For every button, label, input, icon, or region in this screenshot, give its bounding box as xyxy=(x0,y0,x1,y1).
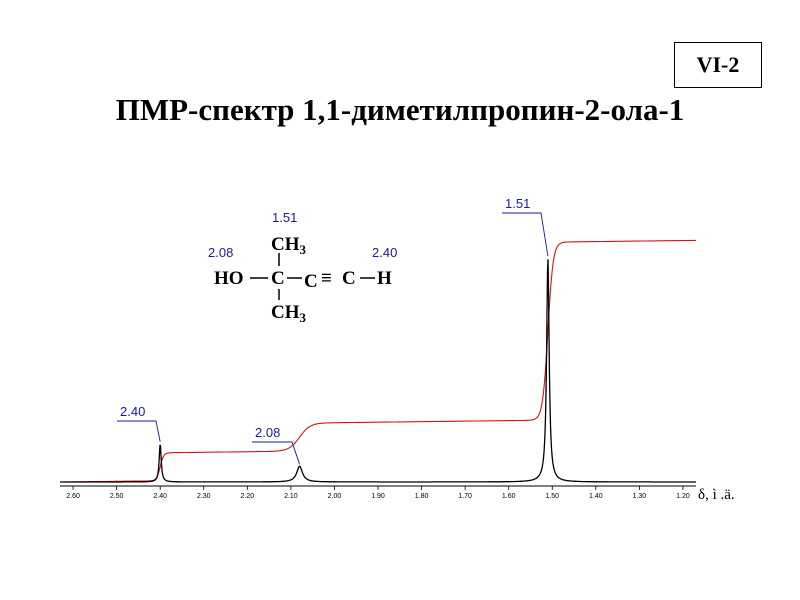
x-tick-label: 2.40 xyxy=(153,493,167,500)
peak-label: 2.40 xyxy=(120,404,145,419)
x-tick-label: 1.60 xyxy=(502,493,516,500)
peak-label: 2.08 xyxy=(255,425,280,440)
alkyne-carbon-2: C xyxy=(342,268,356,289)
x-tick-label: 1.80 xyxy=(415,493,429,500)
x-axis-ticks: 2.60 2.50 2.40 2.30 2.20 2.10 2.00 1.90 1.80 1.70… xyxy=(66,486,690,500)
x-tick-label: 1.20 xyxy=(676,493,690,500)
x-tick-label: 2.60 xyxy=(66,493,80,500)
molecule-structure: 1.51 2.08 2.40 CH3 HO C C ≡ C H CH3 xyxy=(208,210,397,325)
hydroxyl-group: HO xyxy=(214,268,244,289)
ch3-bottom: CH3 xyxy=(271,302,307,325)
ch3-top: CH3 xyxy=(271,234,307,257)
peak-leader-line xyxy=(252,441,301,465)
peak-leader-line xyxy=(502,212,549,257)
x-tick-label: 2.50 xyxy=(110,493,124,500)
alkyne-carbon-1: C xyxy=(304,271,318,292)
x-tick-label: 2.30 xyxy=(197,493,211,500)
ch-shift-label: 2.40 xyxy=(372,245,397,260)
x-tick-label: 1.40 xyxy=(589,493,603,500)
x-tick-label: 2.00 xyxy=(328,493,342,500)
oh-shift-label: 2.08 xyxy=(208,245,233,260)
integral-curve xyxy=(60,239,696,483)
triple-bond: ≡ xyxy=(321,268,332,289)
central-carbon: C xyxy=(271,268,285,289)
x-tick-label: 1.50 xyxy=(545,493,559,500)
page-title: ПМР-спектр 1,1-диметилпропин-2-ола-1 xyxy=(115,92,685,127)
peak-labels: 2.40 2.08 1.51 xyxy=(117,196,549,465)
x-tick-label: 2.20 xyxy=(241,493,255,500)
ch3-shift-label: 1.51 xyxy=(272,210,297,225)
x-tick-label: 1.70 xyxy=(458,493,472,500)
terminal-hydrogen: H xyxy=(377,268,392,289)
x-axis-unit-label: δ, ì .ä. xyxy=(698,487,735,503)
x-tick-label: 1.90 xyxy=(371,493,385,500)
x-tick-label: 1.30 xyxy=(633,493,647,500)
spectrum-line xyxy=(60,259,696,483)
spectrum-id-badge: VI-2 xyxy=(674,42,762,88)
peak-leader-line xyxy=(117,420,161,442)
peak-label: 1.51 xyxy=(505,196,530,211)
x-tick-label: 2.10 xyxy=(284,493,298,500)
